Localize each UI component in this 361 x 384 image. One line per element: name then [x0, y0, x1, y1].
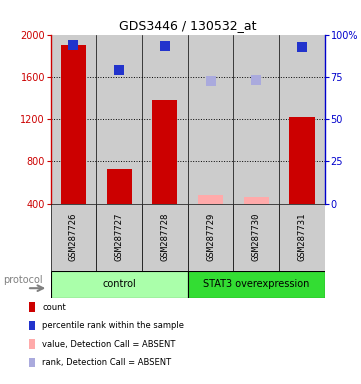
Bar [290, 117, 314, 204]
Text: value, Detection Call = ABSENT: value, Detection Call = ABSENT [43, 339, 176, 349]
Text: STAT3 overexpression: STAT3 overexpression [203, 279, 309, 289]
Text: GSM287731: GSM287731 [297, 213, 306, 261]
Text: protocol: protocol [4, 275, 43, 285]
Text: GSM287730: GSM287730 [252, 213, 261, 261]
Bar [198, 195, 223, 204]
Text: rank, Detection Call = ABSENT: rank, Detection Call = ABSENT [43, 358, 171, 367]
Bar [142, 35, 188, 204]
Bar [96, 35, 142, 204]
Point [116, 68, 122, 74]
Bar [51, 204, 96, 271]
Bar [61, 45, 86, 204]
Title: GDS3446 / 130532_at: GDS3446 / 130532_at [119, 19, 256, 32]
Point [208, 78, 213, 84]
Text: GSM287729: GSM287729 [206, 213, 215, 261]
Bar [188, 204, 234, 271]
Bar [188, 271, 325, 298]
Point [162, 43, 168, 49]
Bar [234, 204, 279, 271]
Bar [142, 204, 188, 271]
Bar [51, 35, 96, 204]
Bar [279, 204, 325, 271]
Bar [96, 204, 142, 271]
Point [253, 77, 259, 83]
Point [70, 42, 76, 48]
Text: control: control [102, 279, 136, 289]
Bar [234, 35, 279, 204]
Bar [106, 169, 132, 204]
Text: count: count [43, 303, 66, 312]
Text: GSM287726: GSM287726 [69, 213, 78, 261]
Bar [51, 271, 188, 298]
Text: GSM287727: GSM287727 [115, 213, 123, 261]
Bar [279, 35, 325, 204]
Text: percentile rank within the sample: percentile rank within the sample [43, 321, 184, 330]
Point [299, 44, 305, 50]
Bar [188, 35, 234, 204]
Text: GSM287728: GSM287728 [160, 213, 169, 261]
Bar [152, 100, 178, 204]
Bar [244, 197, 269, 204]
